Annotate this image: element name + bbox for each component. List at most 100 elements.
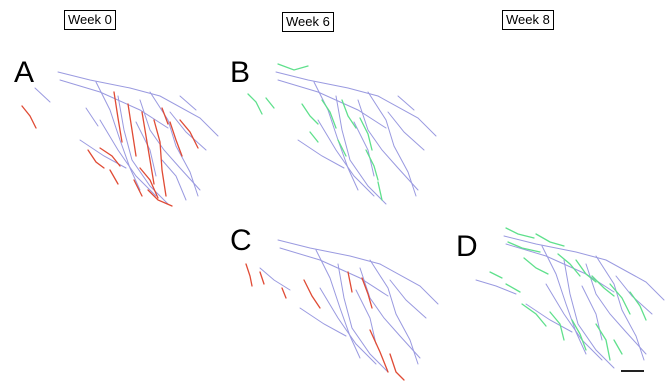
- trace-segment: [179, 119, 199, 149]
- trace-segment: [523, 257, 549, 275]
- panel-d-base-traces: [475, 235, 665, 369]
- trace-segment: [259, 271, 265, 285]
- panel-letter-c: C: [230, 224, 252, 257]
- trace-segment: [571, 319, 587, 351]
- trace-segment: [337, 139, 347, 157]
- trace-segment: [613, 339, 623, 355]
- trace-segment: [545, 283, 603, 361]
- trace-segment: [369, 329, 389, 373]
- trace-segment: [297, 139, 345, 169]
- trace-segment: [303, 279, 321, 309]
- trace-segment: [85, 107, 99, 127]
- trace-segment: [59, 79, 169, 129]
- trace-segment: [79, 139, 127, 169]
- trace-segment: [247, 93, 263, 115]
- trace-segment: [147, 189, 173, 207]
- trace-segment: [355, 289, 377, 345]
- trace-segment: [277, 79, 387, 129]
- trace-segment: [277, 63, 309, 71]
- trace-segment: [133, 179, 143, 197]
- week-label-8: Week 8: [502, 10, 554, 30]
- trace-segment: [387, 111, 425, 151]
- trace-segment: [629, 291, 647, 321]
- trace-segment: [245, 263, 253, 287]
- trace-segment: [161, 107, 169, 125]
- trace-segment: [279, 247, 389, 297]
- panel-letter-a: A: [14, 56, 35, 89]
- trace-segment: [595, 323, 611, 361]
- trace-segment: [361, 277, 373, 309]
- trace-segment: [503, 235, 665, 301]
- trace-segment: [109, 169, 119, 185]
- trace-segment: [475, 279, 517, 295]
- trace-segment: [535, 233, 565, 247]
- week-label-0: Week 0: [64, 10, 116, 30]
- trace-segment: [34, 87, 51, 103]
- trace-segment: [99, 147, 121, 167]
- trace-segment: [505, 243, 615, 293]
- trace-segment: [369, 259, 419, 365]
- trace-segment: [135, 121, 157, 177]
- trace-segment: [139, 99, 201, 191]
- trace-segment: [541, 245, 587, 355]
- panel-c-base-traces: [259, 239, 439, 373]
- trace-segment: [317, 119, 375, 197]
- trace-segment: [99, 119, 157, 197]
- trace-segment: [563, 259, 615, 369]
- trace-segment: [337, 263, 389, 373]
- trace-segment: [87, 149, 105, 169]
- trace-segment: [575, 259, 597, 283]
- trace-segment: [277, 239, 439, 305]
- trace-segment: [315, 249, 361, 359]
- trace-segment: [301, 103, 319, 125]
- panel-letter-b: B: [230, 56, 251, 89]
- panel-c-traces: [245, 239, 439, 381]
- trace-segment: [505, 227, 535, 239]
- trace-segment: [549, 311, 565, 341]
- trace-segment: [557, 253, 581, 277]
- panel-a-loss-traces: [21, 91, 199, 207]
- trace-segment: [359, 267, 421, 359]
- trace-segment: [149, 91, 199, 197]
- trace-segment: [505, 283, 521, 293]
- trace-segment: [489, 271, 503, 279]
- trace-segment: [179, 95, 197, 111]
- trace-segment: [591, 275, 615, 297]
- panel-letter-d: D: [456, 230, 478, 263]
- trace-segment: [169, 111, 207, 151]
- trace-segment: [389, 279, 427, 319]
- trace-segment: [353, 121, 375, 177]
- panel-b-base-traces: [275, 71, 437, 205]
- trace-segment: [615, 275, 653, 315]
- panel-b-gain-traces: [247, 63, 383, 201]
- trace-segment: [389, 353, 405, 381]
- trace-segment: [21, 105, 37, 129]
- panel-a-traces: [21, 71, 219, 207]
- trace-segment: [367, 91, 417, 197]
- trace-segment: [365, 149, 379, 181]
- panel-b-traces: [247, 63, 437, 205]
- trace-segment: [141, 111, 155, 185]
- trace-segment: [507, 241, 541, 253]
- trace-segment: [127, 103, 137, 157]
- trace-segment: [377, 181, 383, 201]
- week-label-6: Week 6: [282, 12, 334, 32]
- trace-segment: [319, 287, 377, 365]
- trace-segment: [275, 71, 437, 137]
- trace-segment: [609, 283, 631, 315]
- trace-segment: [521, 303, 547, 327]
- trace-segment: [161, 159, 187, 201]
- panel-c-loss-traces: [245, 263, 405, 381]
- trace-segment: [359, 117, 373, 151]
- trace-segment: [169, 121, 183, 157]
- trace-segment: [57, 71, 219, 137]
- trace-segment: [299, 307, 347, 337]
- trace-segment: [153, 119, 167, 197]
- trace-segment: [281, 287, 287, 299]
- trace-segment: [347, 271, 353, 293]
- panel-d-gain-traces: [489, 227, 647, 361]
- trace-segment: [335, 95, 387, 205]
- trace-segment: [265, 97, 275, 109]
- trace-segment: [581, 285, 603, 341]
